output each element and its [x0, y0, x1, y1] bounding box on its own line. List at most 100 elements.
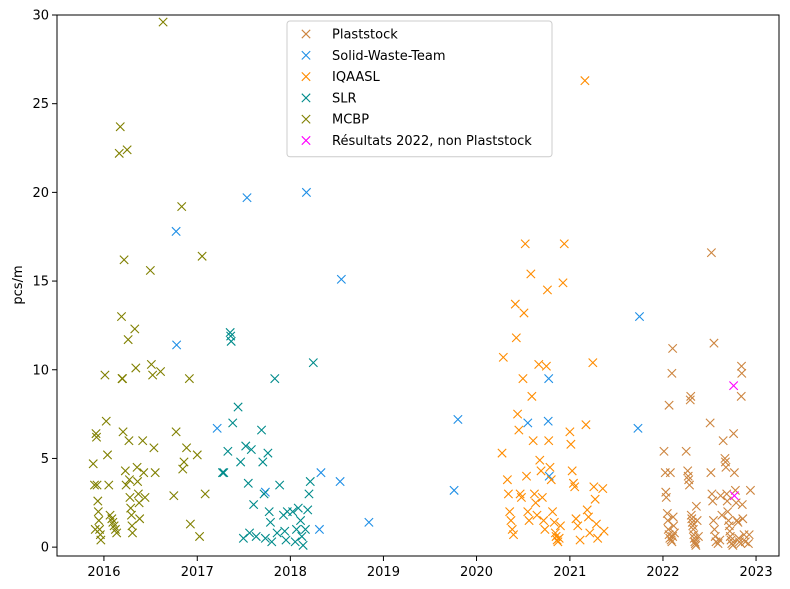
series-4 — [88, 17, 210, 545]
series-5 — [729, 381, 739, 501]
data-point — [243, 478, 253, 488]
x-tick-label: 2018 — [274, 565, 307, 580]
data-point — [693, 531, 703, 542]
data-point — [127, 528, 138, 538]
data-point — [503, 489, 513, 499]
data-point — [692, 515, 702, 526]
data-point — [599, 526, 609, 536]
data-point — [101, 416, 111, 426]
y-axis-label: pcs/m — [11, 265, 26, 304]
data-point — [511, 333, 521, 343]
data-point — [580, 76, 590, 86]
data-point — [720, 453, 730, 464]
series-1 — [171, 187, 645, 534]
data-point — [729, 491, 739, 501]
data-point — [131, 363, 141, 373]
data-point — [540, 524, 550, 534]
data-point — [290, 537, 300, 547]
data-point — [570, 482, 580, 492]
data-point — [90, 524, 100, 534]
data-point — [264, 507, 274, 517]
data-point — [690, 538, 700, 549]
data-point — [258, 457, 268, 467]
data-point — [148, 370, 158, 380]
data-point — [336, 274, 346, 284]
data-point — [567, 466, 577, 476]
data-point — [109, 521, 119, 531]
y-axis: 0 5 10 15 20 25 30 — [32, 9, 57, 556]
data-point — [194, 531, 205, 542]
data-point — [718, 436, 728, 446]
data-point — [316, 468, 326, 478]
data-point — [314, 524, 325, 534]
data-point — [263, 448, 273, 458]
data-point — [513, 409, 523, 419]
x-tick-label: 2017 — [181, 565, 214, 580]
data-point — [518, 374, 528, 384]
data-point — [177, 201, 187, 212]
data-point — [726, 535, 736, 545]
data-point — [523, 507, 533, 517]
data-point — [119, 255, 129, 265]
y-tick-label: 0 — [41, 541, 49, 556]
data-point — [537, 492, 547, 503]
data-point — [688, 521, 698, 531]
data-point — [668, 512, 678, 522]
data-point — [364, 517, 374, 527]
data-point — [226, 336, 236, 346]
data-point — [527, 391, 537, 401]
data-point — [733, 517, 743, 527]
y-tick-label: 10 — [32, 363, 49, 378]
data-point — [132, 462, 142, 472]
data-point — [709, 338, 719, 348]
data-point — [633, 423, 643, 433]
data-point — [126, 510, 137, 520]
data-point — [510, 299, 520, 309]
data-point — [305, 476, 315, 487]
data-point — [585, 528, 595, 538]
data-point — [223, 446, 233, 456]
data-point — [684, 480, 695, 490]
data-point — [449, 485, 459, 495]
data-point — [583, 512, 594, 522]
x-tick-label: 2021 — [553, 565, 586, 580]
data-point — [179, 457, 189, 467]
data-point — [124, 475, 135, 485]
data-point — [685, 395, 695, 405]
legend-entry: Plaststock — [332, 28, 398, 43]
data-point — [545, 462, 555, 472]
data-point — [118, 427, 128, 437]
data-point — [301, 187, 312, 197]
data-point — [706, 468, 716, 478]
data-points — [88, 17, 756, 550]
data-point — [532, 510, 542, 520]
data-point — [297, 531, 307, 542]
legend-box — [286, 20, 553, 158]
data-point — [686, 391, 696, 401]
data-point — [738, 514, 748, 524]
data-point — [526, 269, 536, 279]
data-point — [737, 499, 747, 510]
data-point — [550, 528, 560, 538]
data-point — [565, 427, 575, 437]
data-point — [706, 248, 717, 258]
legend-entry: SLR — [332, 91, 357, 106]
y-tick-label: 20 — [32, 186, 49, 201]
data-point — [668, 343, 678, 354]
data-point — [505, 507, 515, 517]
data-point — [598, 484, 608, 494]
data-point — [722, 489, 732, 499]
legend-entry: Résultats 2022, non Plaststock — [332, 134, 532, 149]
data-point — [91, 432, 102, 442]
data-point — [130, 324, 140, 334]
data-point — [88, 459, 98, 469]
data-point — [691, 540, 701, 550]
data-point — [135, 514, 145, 524]
data-point — [100, 370, 110, 380]
x-axis: 2016 2017 2018 2019 2020 2021 2022 2023 — [87, 556, 773, 580]
data-point — [516, 492, 527, 503]
data-point — [94, 515, 104, 526]
data-point — [93, 507, 103, 517]
data-point — [172, 340, 182, 350]
data-point — [293, 503, 303, 513]
